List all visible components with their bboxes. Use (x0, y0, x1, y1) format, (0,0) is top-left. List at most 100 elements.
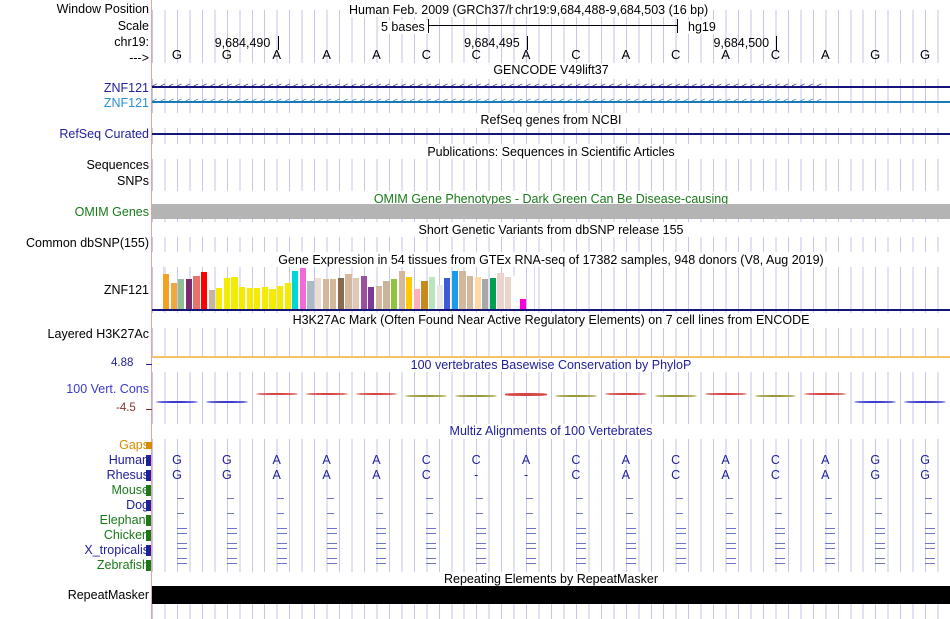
multiz-base: G (172, 468, 182, 482)
gene-track-gencode-2[interactable]: <<<<<<<<<<<<<<<<<<<<<<<<<<<<<<<<<<<<<<<<… (152, 96, 950, 107)
gtex-tissue-bar[interactable] (246, 288, 253, 310)
gtex-tissue-bar[interactable] (398, 270, 405, 310)
gtex-tissue-bar[interactable] (489, 277, 496, 310)
label-sequences[interactable]: Sequences (86, 158, 149, 172)
multiz-base: G (221, 453, 232, 467)
gtex-tissue-bar[interactable] (413, 289, 420, 310)
gtex-tissue-bar[interactable] (520, 298, 527, 310)
gtex-tissue-bar[interactable] (307, 281, 314, 310)
gtex-tissue-bar[interactable] (436, 285, 443, 310)
multiz-species-label-rhesus[interactable]: Rhesus (106, 468, 149, 482)
gtex-tissue-bar[interactable] (299, 268, 306, 310)
gtex-tissue-bar[interactable] (360, 275, 367, 310)
gtex-tissue-bar[interactable] (216, 288, 223, 310)
gtex-tissue-bar[interactable] (170, 283, 177, 310)
gtex-tissue-bar[interactable] (208, 289, 215, 310)
gtex-tissue-bar[interactable] (337, 277, 344, 310)
multiz-base: C (571, 468, 581, 482)
label-layered-h3k27ac[interactable]: Layered H3K27Ac (47, 327, 149, 341)
multiz-base: A (272, 468, 281, 482)
track-title-h3k27ac: H3K27Ac Mark (Often Found Near Active Re… (292, 313, 810, 327)
multiz-species-label-human[interactable]: Human (108, 453, 149, 467)
gtex-tissue-bar[interactable] (482, 279, 489, 310)
gtex-tissue-bar[interactable] (444, 277, 451, 310)
multiz-row-dog[interactable] (152, 498, 950, 513)
gtex-tissue-bar[interactable] (254, 288, 261, 310)
label-refseq-curated[interactable]: RefSeq Curated (59, 127, 149, 141)
multiz-base: A (721, 453, 730, 467)
gtex-tissue-bar[interactable] (375, 286, 382, 310)
conservation-phylop-track[interactable] (152, 372, 950, 418)
label-gencode-1[interactable]: ZNF121 (103, 81, 149, 95)
multiz-row-chicken[interactable] (152, 528, 950, 543)
label-snps[interactable]: SNPs (117, 174, 149, 188)
gtex-tissue-bar[interactable] (201, 271, 208, 310)
label-gencode-2[interactable]: ZNF121 (103, 96, 149, 110)
gtex-tissue-bar[interactable] (383, 281, 390, 310)
species-color-chip (146, 530, 151, 541)
gtex-tissue-bar[interactable] (239, 287, 246, 310)
label-common-dbsnp[interactable]: Common dbSNP(155) (26, 236, 149, 250)
gtex-tissue-bar[interactable] (512, 275, 519, 310)
gtex-tissue-bar[interactable] (223, 277, 230, 310)
gtex-tissue-bar[interactable] (459, 270, 466, 310)
gtex-tissue-bar[interactable] (368, 287, 375, 310)
track-title-dbsnp: Short Genetic Variants from dbSNP releas… (418, 223, 684, 237)
gtex-tissue-bar[interactable] (474, 276, 481, 310)
multiz-base: A (372, 468, 381, 482)
gtex-tissue-bar[interactable] (497, 272, 504, 310)
multiz-species-label-dog[interactable]: Dog (126, 498, 149, 512)
conservation-bar (405, 394, 448, 398)
gtex-tissue-bar[interactable] (277, 286, 284, 310)
multiz-species-label-gaps[interactable]: Gaps (119, 438, 149, 452)
gtex-tissue-bar[interactable] (322, 278, 329, 310)
species-color-chip (146, 500, 151, 511)
gtex-tissue-bar[interactable] (467, 275, 474, 310)
gtex-tissue-bar[interactable] (315, 277, 322, 310)
gtex-tissue-bar[interactable] (451, 270, 458, 310)
multiz-row-elephant[interactable] (152, 513, 950, 528)
multiz-row-x_tropicalis[interactable] (152, 543, 950, 558)
gtex-tissue-bar[interactable] (231, 276, 238, 310)
gtex-tissue-bar[interactable] (421, 281, 428, 310)
gene-track-gencode-1[interactable]: <<<<<<<<<<<<<<<<<<<<<<<<<<<<<<<<<<<<<<<<… (152, 81, 950, 92)
gtex-tissue-bar[interactable] (185, 279, 192, 310)
gtex-tissue-bar[interactable] (269, 289, 276, 310)
multiz-base: C (671, 468, 681, 482)
gtex-tissue-bar[interactable] (163, 273, 170, 310)
multiz-row-gaps[interactable] (152, 438, 950, 453)
gtex-tissue-bar[interactable] (429, 276, 436, 310)
multiz-species-label-x_tropicalis[interactable]: X_tropicalis (84, 543, 149, 557)
refseq-gene-line[interactable] (152, 133, 950, 135)
gtex-tissue-bar[interactable] (406, 276, 413, 310)
multiz-row-zebrafish[interactable] (152, 558, 950, 573)
gtex-tissue-bar[interactable] (353, 277, 360, 310)
sequence-base: A (272, 47, 282, 62)
multiz-base: A (272, 453, 281, 467)
species-color-chip (146, 470, 151, 481)
scale-bar-line (428, 25, 678, 26)
label-gtex-gene[interactable]: ZNF121 (103, 283, 149, 297)
gtex-tissue-bar[interactable] (193, 275, 200, 310)
gtex-tissue-bar[interactable] (178, 278, 185, 310)
multiz-species-label-elephant[interactable]: Elephant (99, 513, 149, 527)
multiz-species-label-zebrafish[interactable]: Zebrafish (96, 558, 149, 572)
multiz-species-label-mouse[interactable]: Mouse (111, 483, 149, 497)
gtex-tissue-bar[interactable] (505, 276, 512, 310)
gtex-tissue-bar[interactable] (292, 270, 299, 310)
gtex-tissue-bar[interactable] (330, 278, 337, 310)
repeatmasker-block[interactable] (152, 586, 950, 604)
label-omim-genes[interactable]: OMIM Genes (74, 205, 149, 219)
omim-gene-block[interactable] (152, 204, 950, 219)
label-100-vert-cons[interactable]: 100 Vert. Cons (66, 382, 149, 396)
label-repeatmasker[interactable]: RepeatMasker (67, 588, 149, 602)
gtex-tissue-bar[interactable] (391, 279, 398, 310)
gtex-tissue-bar[interactable] (345, 273, 352, 310)
multiz-species-label-chicken[interactable]: Chicken (103, 528, 149, 542)
gtex-expression-barchart[interactable] (163, 268, 533, 310)
gtex-tissue-bar[interactable] (261, 287, 268, 310)
gtex-tissue-bar[interactable] (284, 283, 291, 310)
multiz-row-mouse[interactable] (152, 483, 950, 498)
